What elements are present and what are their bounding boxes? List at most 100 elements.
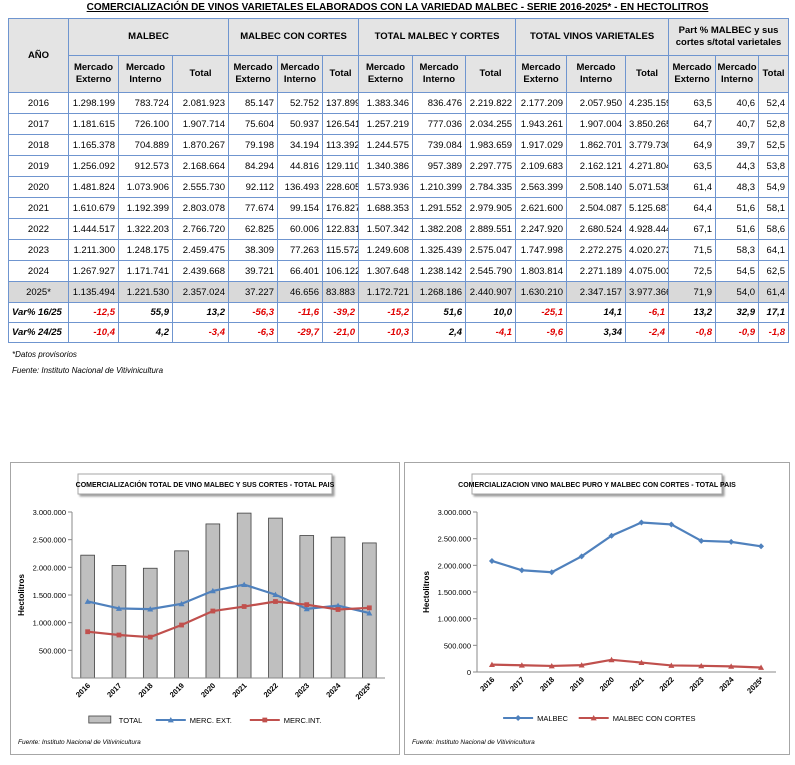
table-cell: 1.181.615 <box>68 113 119 135</box>
page-title: COMERCIALIZACIÓN DE VINOS VARIETALES ELA… <box>86 2 709 13</box>
table-row: Var% 24/25 -10,4 4,2 -3,4 -6,3 -29,7 -21,0 -10,… <box>8 322 790 343</box>
table-cell: 2.575.047 <box>465 239 517 261</box>
point <box>668 521 675 528</box>
point <box>548 662 555 669</box>
table-cell: 2024 <box>8 260 69 282</box>
table-cell: 79.198 <box>228 134 278 156</box>
table-cell: Var% 24/25 <box>8 322 69 343</box>
table-cell: 1.907.714 <box>172 113 229 135</box>
header-cell: Mercado Externo <box>68 55 119 93</box>
table-cell: 2.177.209 <box>515 92 568 114</box>
table-cell: 77.263 <box>277 239 323 261</box>
bar <box>80 554 95 679</box>
table-cell: 1.238.142 <box>412 260 467 282</box>
table-cell: 1.073.906 <box>118 176 173 198</box>
table-cell: -2,4 <box>625 322 670 343</box>
table-cell: 46.656 <box>277 281 323 303</box>
point <box>303 605 310 612</box>
point <box>335 607 341 612</box>
header-cell: Mercado Externo <box>228 55 278 93</box>
legend-label: MALBEC CON CORTES <box>613 714 696 723</box>
table-cell: 58,6 <box>758 218 790 240</box>
y-tick-label: 500.000 <box>444 641 471 650</box>
table-cell: 1.221.530 <box>118 281 173 303</box>
table-cell: 40,6 <box>715 92 760 114</box>
chart: COMERCIALIZACION VINO MALBEC PURO Y MALB… <box>404 462 790 755</box>
table-cell: -25,1 <box>515 302 568 323</box>
table-cell: 2.081.923 <box>172 92 229 114</box>
table-cell: 1.573.936 <box>358 176 414 198</box>
table-cell: 2.680.524 <box>566 218 627 240</box>
table-cell: 2021 <box>8 197 69 219</box>
table-cell: 1.256.092 <box>68 155 119 177</box>
y-axis-label: Hectolitros <box>422 571 431 613</box>
point <box>209 587 216 594</box>
table-cell: 2.766.720 <box>172 218 229 240</box>
table-cell: 4.271.804 <box>625 155 670 177</box>
point <box>758 543 765 550</box>
point <box>608 656 615 663</box>
table-cell: 2019 <box>8 155 69 177</box>
point <box>335 602 342 609</box>
table-cell: 1.257.219 <box>358 113 414 135</box>
table-cell: 32,9 <box>715 302 760 323</box>
bar <box>236 512 252 679</box>
table-cell: 52,5 <box>758 134 790 156</box>
point <box>116 632 122 638</box>
table-cell: 44,3 <box>715 155 760 177</box>
table-cell: 92.112 <box>228 176 278 198</box>
line <box>87 600 370 639</box>
table-cell: 39.721 <box>228 260 278 282</box>
line <box>491 658 762 669</box>
table-cell: -15,2 <box>358 302 414 323</box>
header-cell: Total <box>172 55 229 93</box>
table-cell: 2.504.087 <box>566 197 627 219</box>
table-cell: -3,4 <box>172 322 229 343</box>
table-cell: -39,2 <box>321 302 360 323</box>
legend-swatch <box>88 715 112 724</box>
table-cell: 1.870.267 <box>172 134 229 156</box>
title-box <box>471 473 723 495</box>
table-cell: 72,5 <box>668 260 717 282</box>
bar <box>142 567 158 679</box>
y-tick-label: 2.500.000 <box>438 535 471 544</box>
table-cell: 10,0 <box>465 302 517 323</box>
y-tick-label: 1.000.000 <box>33 619 66 628</box>
point <box>272 591 279 597</box>
table-cell: 2020 <box>8 176 69 198</box>
table-cell: 4.235.159 <box>625 92 670 114</box>
table-cell: 912.573 <box>118 155 173 177</box>
table-cell: 66.401 <box>277 260 323 282</box>
table-cell: 58,3 <box>715 239 760 261</box>
table-cell: -11,6 <box>277 302 323 323</box>
table-cell: 1.210.399 <box>412 176 467 198</box>
chart-title: COMERCIALIZACION VINO MALBEC PURO Y MALB… <box>458 482 736 489</box>
table-row: 2016 1.298.199 783.724 2.081.923 85.147 52.75… <box>8 92 790 114</box>
y-axis-label: Hectolitros <box>17 574 26 616</box>
table-cell: 2.357.024 <box>172 281 229 303</box>
table-cell: 4.075.003 <box>625 260 670 282</box>
table-cell: 2.803.078 <box>172 197 229 219</box>
y-tick-label: 500.000 <box>39 646 66 655</box>
table-cell: 40,7 <box>715 113 760 135</box>
legend-marker <box>167 717 174 723</box>
table-cell: 106.122 <box>321 260 360 282</box>
header-cell: Total <box>758 55 790 93</box>
table-cell: 1.268.186 <box>412 281 467 303</box>
legend-label: MERC.INT. <box>284 716 322 725</box>
table-cell: -29,7 <box>277 322 323 343</box>
chart-frame <box>404 462 790 755</box>
table-cell: 64,7 <box>668 113 717 135</box>
table-cell: 136.493 <box>277 176 323 198</box>
table-row: 2025* 1.135.494 1.221.530 2.357.024 37.227 46… <box>8 281 790 303</box>
table-cell: 783.724 <box>118 92 173 114</box>
table-cell: 53,8 <box>758 155 790 177</box>
table-cell: 2.034.255 <box>465 113 517 135</box>
table-cell: 2.168.664 <box>172 155 229 177</box>
y-tick-label: 1.500.000 <box>438 588 471 597</box>
point <box>548 569 555 576</box>
table-cell: 99.154 <box>277 197 323 219</box>
table-cell: 77.674 <box>228 197 278 219</box>
header-cell: Mercado Interno <box>118 55 173 93</box>
table-cell: 4.928.444 <box>625 218 670 240</box>
